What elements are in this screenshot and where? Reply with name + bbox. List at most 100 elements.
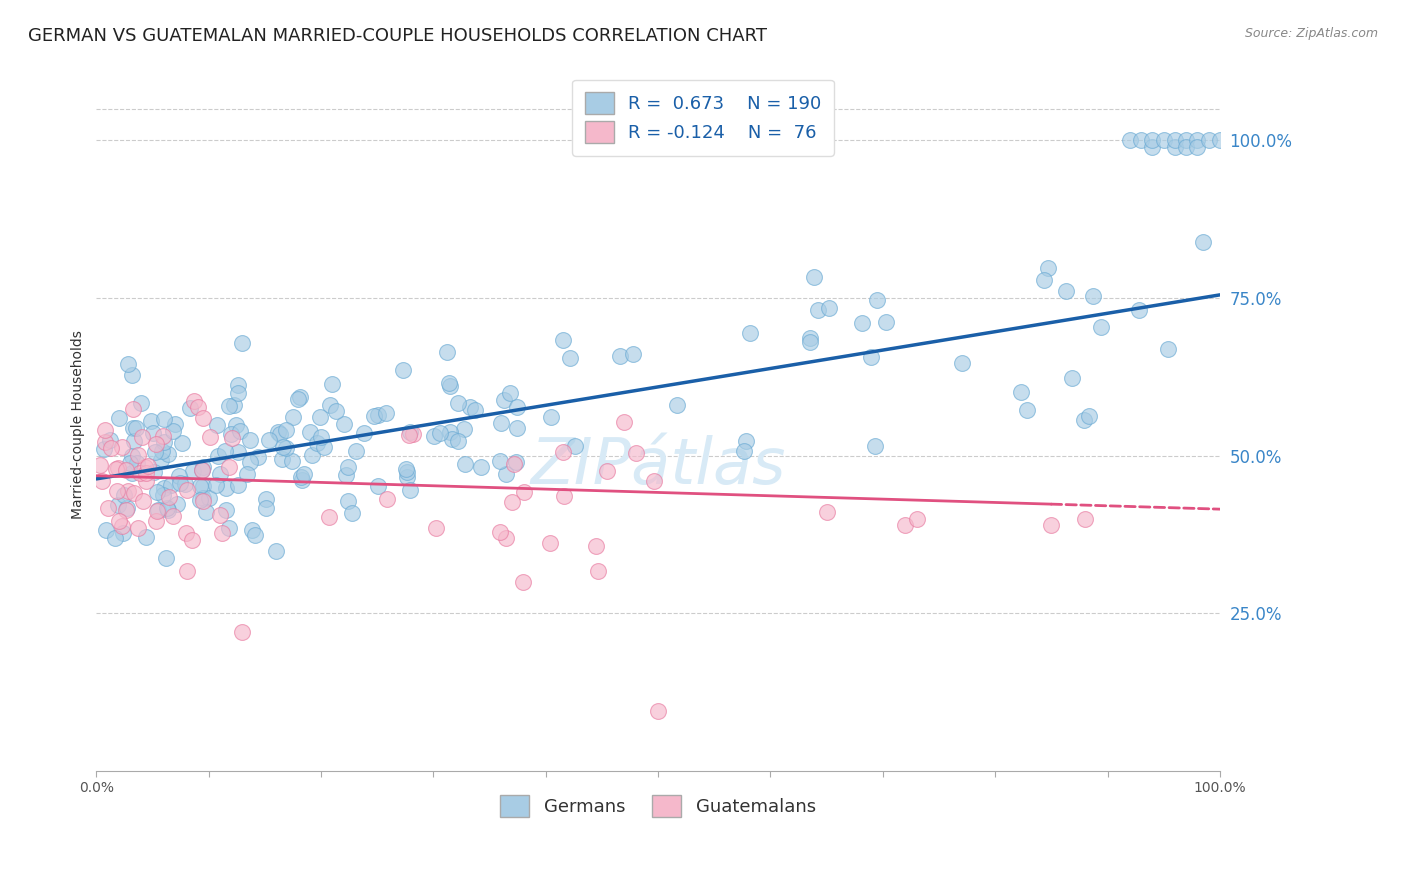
Point bbox=[596, 464, 619, 478]
Point bbox=[93, 442, 115, 456]
Point bbox=[564, 439, 586, 453]
Point bbox=[264, 543, 287, 558]
Point bbox=[135, 466, 157, 480]
Point bbox=[1010, 385, 1032, 400]
Point bbox=[270, 451, 292, 466]
Point bbox=[157, 447, 180, 461]
Point bbox=[506, 421, 529, 435]
Point bbox=[183, 394, 205, 409]
Point bbox=[1192, 235, 1215, 249]
Point bbox=[98, 433, 121, 447]
Point bbox=[191, 494, 214, 508]
Point bbox=[209, 508, 232, 522]
Point bbox=[1142, 133, 1164, 147]
Point bbox=[288, 390, 311, 404]
Point bbox=[560, 351, 582, 365]
Point bbox=[211, 525, 233, 540]
Point bbox=[204, 478, 226, 492]
Point bbox=[950, 356, 973, 370]
Point bbox=[146, 504, 169, 518]
Point bbox=[454, 458, 477, 472]
Point bbox=[1130, 133, 1153, 147]
Point bbox=[585, 539, 607, 553]
Point bbox=[1073, 413, 1095, 427]
Point bbox=[1119, 133, 1142, 147]
Point bbox=[214, 481, 236, 495]
Point bbox=[274, 423, 297, 437]
Point bbox=[276, 441, 298, 455]
Point bbox=[540, 410, 562, 425]
Point bbox=[1054, 284, 1077, 298]
Point bbox=[239, 434, 262, 448]
Point bbox=[340, 506, 363, 520]
Point bbox=[318, 509, 340, 524]
Point bbox=[141, 413, 163, 427]
Point bbox=[301, 448, 323, 462]
Point bbox=[447, 434, 470, 448]
Point bbox=[122, 434, 145, 448]
Point bbox=[198, 430, 221, 444]
Point bbox=[551, 333, 574, 347]
Point bbox=[894, 517, 917, 532]
Point bbox=[402, 427, 425, 442]
Point bbox=[875, 315, 897, 329]
Point bbox=[205, 417, 228, 432]
Point bbox=[512, 574, 534, 589]
Point bbox=[104, 531, 127, 545]
Point bbox=[114, 463, 136, 477]
Point bbox=[621, 347, 644, 361]
Point bbox=[1164, 133, 1187, 147]
Point bbox=[145, 445, 167, 459]
Point bbox=[309, 410, 332, 425]
Point bbox=[174, 526, 197, 541]
Point bbox=[226, 478, 249, 492]
Point bbox=[215, 503, 238, 517]
Point bbox=[1081, 289, 1104, 303]
Point bbox=[165, 417, 187, 431]
Point bbox=[735, 434, 758, 448]
Point bbox=[208, 467, 231, 481]
Point bbox=[96, 523, 118, 537]
Point bbox=[398, 483, 420, 497]
Point bbox=[818, 301, 841, 315]
Point bbox=[193, 478, 215, 492]
Point bbox=[122, 486, 145, 500]
Point bbox=[470, 459, 492, 474]
Point bbox=[499, 386, 522, 401]
Point bbox=[229, 425, 252, 439]
Point bbox=[110, 440, 132, 454]
Point bbox=[799, 335, 821, 350]
Point bbox=[337, 493, 360, 508]
Point bbox=[127, 521, 149, 535]
Point bbox=[391, 363, 413, 377]
Point bbox=[226, 386, 249, 401]
Point bbox=[395, 462, 418, 476]
Point bbox=[122, 421, 145, 435]
Point bbox=[172, 436, 194, 450]
Point bbox=[1209, 133, 1232, 147]
Point bbox=[1142, 140, 1164, 154]
Point bbox=[375, 406, 398, 420]
Point bbox=[1128, 303, 1150, 318]
Point bbox=[174, 477, 197, 491]
Point bbox=[863, 439, 886, 453]
Y-axis label: Married-couple Households: Married-couple Households bbox=[72, 330, 86, 518]
Point bbox=[866, 293, 889, 308]
Point bbox=[121, 368, 143, 382]
Point bbox=[738, 326, 761, 341]
Point bbox=[153, 482, 176, 496]
Point bbox=[157, 491, 180, 505]
Point bbox=[501, 494, 523, 508]
Point bbox=[458, 401, 481, 415]
Point bbox=[859, 351, 882, 365]
Point bbox=[254, 500, 277, 515]
Point bbox=[162, 508, 184, 523]
Point bbox=[395, 470, 418, 484]
Point bbox=[506, 401, 529, 415]
Point bbox=[91, 474, 114, 488]
Point bbox=[425, 521, 447, 535]
Point bbox=[191, 460, 214, 475]
Point bbox=[179, 401, 201, 415]
Point bbox=[453, 422, 475, 436]
Point bbox=[218, 399, 240, 413]
